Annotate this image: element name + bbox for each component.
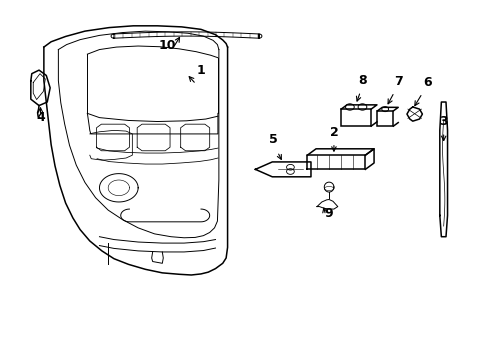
Polygon shape	[439, 102, 447, 237]
Text: 2: 2	[329, 126, 338, 139]
Text: 9: 9	[324, 207, 333, 220]
Bar	[377, 111, 393, 126]
Text: 7: 7	[393, 75, 402, 88]
Text: 3: 3	[439, 114, 447, 127]
Polygon shape	[406, 107, 422, 121]
Text: 4: 4	[36, 111, 45, 124]
Text: 1: 1	[196, 64, 205, 77]
Text: 8: 8	[358, 74, 366, 87]
Text: 10: 10	[158, 39, 176, 53]
Bar	[307, 155, 365, 169]
Polygon shape	[316, 199, 337, 209]
Polygon shape	[255, 162, 310, 177]
Text: 6: 6	[422, 76, 431, 89]
Bar	[341, 109, 370, 126]
Text: 5: 5	[268, 133, 277, 146]
